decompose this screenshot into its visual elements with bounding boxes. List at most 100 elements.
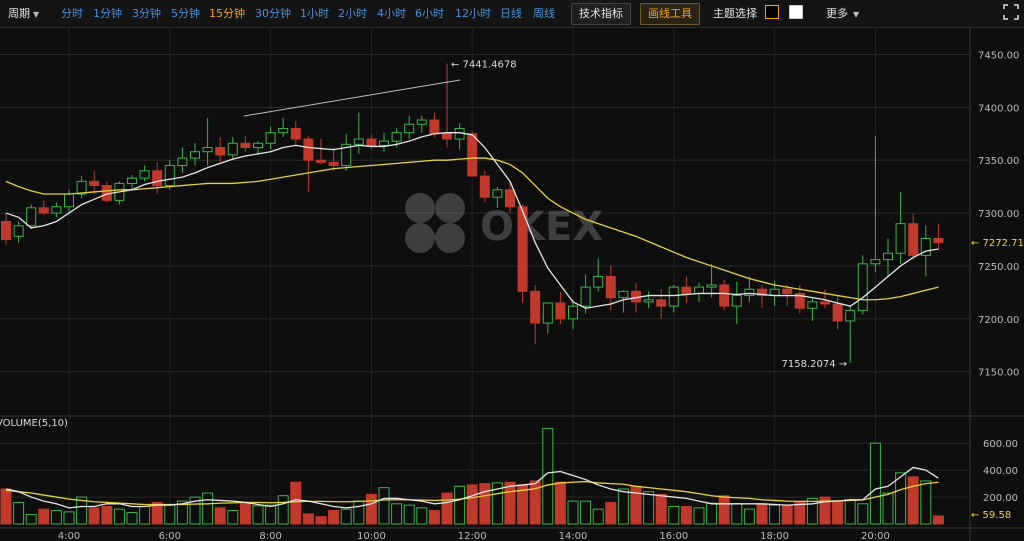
candle-body	[719, 284, 730, 307]
x-tick-label: 8:00	[259, 531, 281, 541]
candle-body	[202, 147, 213, 153]
volume-ma10-line	[5, 480, 939, 506]
volume-ma5-line	[5, 466, 939, 509]
tab-timeframe-2[interactable]: 1分钟	[93, 7, 122, 20]
candle-body	[517, 206, 528, 292]
candle-body	[794, 292, 805, 309]
theme-dark-swatch[interactable]	[765, 5, 779, 19]
volume-bar	[315, 516, 327, 525]
candle-body	[832, 303, 843, 322]
candle-body	[744, 288, 755, 297]
candle-body	[127, 177, 137, 184]
x-tick-label: 20:00	[861, 531, 890, 541]
watermark-circle	[435, 193, 465, 223]
candle-body	[89, 180, 100, 187]
x-tick-label: 10:00	[357, 531, 386, 541]
y-tick-label: 7300.00	[978, 209, 1019, 220]
volume-bar	[151, 501, 163, 525]
volume-bar	[63, 511, 75, 525]
candle-body	[656, 299, 667, 307]
tab-timeframe-3[interactable]: 3分钟	[132, 7, 161, 20]
volume-bar	[907, 476, 919, 525]
fullscreen-icon[interactable]	[1003, 4, 1019, 20]
candle-body	[681, 286, 692, 294]
candle-body	[139, 170, 150, 179]
volume-tick-label: 400.00	[983, 466, 1018, 477]
draw-tools-button[interactable]: 画线工具	[640, 3, 700, 25]
chevron-down-icon: ▼	[853, 10, 860, 19]
volume-indicator-title: VOLUME(5,10)	[0, 418, 68, 429]
volume-bar	[290, 481, 302, 525]
candle-body	[416, 119, 427, 125]
volume-bar	[88, 507, 100, 525]
candle-body	[215, 147, 226, 156]
x-tick-label: 12:00	[458, 531, 487, 541]
chevron-down-icon: ▼	[33, 10, 40, 19]
period-selector[interactable]: 周期 ▼	[8, 7, 40, 20]
candle-body	[177, 157, 188, 166]
candle-body	[379, 140, 389, 146]
volume-bar	[580, 500, 592, 525]
candle-body	[366, 138, 377, 146]
candle-body	[820, 301, 830, 305]
volume-bar	[857, 503, 869, 525]
volume-bar	[504, 481, 516, 525]
candle-body	[807, 301, 818, 309]
indicator-button[interactable]: 技术指标	[571, 3, 631, 25]
candle-body	[706, 284, 717, 288]
volume-bar	[882, 492, 894, 525]
candle-body	[933, 237, 944, 244]
watermark-text: OKEX	[480, 204, 603, 250]
candle-body	[278, 127, 289, 134]
trend-line	[243, 79, 461, 117]
tab-timeframe-1[interactable]: 分时	[61, 7, 83, 20]
candle-body	[694, 286, 704, 294]
candle-body	[26, 207, 37, 227]
candle-body	[643, 299, 654, 303]
candle-body	[895, 223, 906, 254]
candle-body	[479, 175, 490, 198]
last-volume-label: ← 59.58	[971, 510, 1011, 521]
volume-bar	[592, 508, 604, 525]
candle-body	[265, 132, 276, 144]
volume-bar	[391, 503, 403, 525]
tab-timeframe-7[interactable]: 1小时	[300, 7, 329, 20]
candle-body	[429, 119, 440, 135]
y-tick-label: 7250.00	[978, 262, 1019, 273]
theme-light-swatch[interactable]	[789, 5, 803, 19]
candle-body	[845, 309, 856, 322]
more-menu[interactable]: 更多 ▼	[826, 7, 860, 20]
tab-timeframe-4[interactable]: 5分钟	[171, 7, 200, 20]
volume-bar	[567, 500, 579, 525]
tab-timeframe-11[interactable]: 12小时	[455, 7, 491, 20]
volume-bar	[202, 492, 214, 525]
volume-bar	[340, 508, 352, 525]
candle-body	[568, 305, 578, 320]
candle-body	[580, 286, 591, 307]
volume-bar	[265, 504, 277, 525]
volume-bar	[13, 501, 25, 525]
y-tick-label: 7150.00	[978, 368, 1019, 379]
tab-timeframe-13[interactable]: 周线	[533, 7, 555, 20]
candle-body	[605, 276, 616, 299]
tab-timeframe-12[interactable]: 日线	[500, 7, 522, 20]
tab-timeframe-10[interactable]: 6小时	[415, 7, 444, 20]
volume-bar	[743, 508, 755, 525]
volume-bar	[932, 515, 944, 525]
volume-bar	[731, 503, 743, 525]
candle-body	[38, 207, 49, 214]
tab-timeframe-6[interactable]: 30分钟	[255, 7, 291, 20]
volume-bar	[895, 472, 907, 525]
candle-body	[593, 276, 604, 288]
chart-layer: OKEX ← 7441.4678 7158.2074 → 7450.00 7400.00…	[0, 28, 1024, 541]
tab-timeframe-8[interactable]: 2小时	[338, 7, 367, 20]
candle-body	[782, 288, 793, 294]
candle-body	[64, 193, 74, 208]
volume-bar	[0, 488, 12, 525]
candle-body	[76, 180, 87, 195]
tab-timeframe-9[interactable]: 4小时	[377, 7, 406, 20]
price-chart[interactable]: OKEX ← 7441.4678 7158.2074 → 7450.00 7400.00…	[0, 28, 1024, 541]
ma-fast-line	[5, 132, 939, 309]
watermark-circle	[435, 223, 465, 253]
tab-timeframe-5[interactable]: 15分钟	[209, 7, 245, 20]
